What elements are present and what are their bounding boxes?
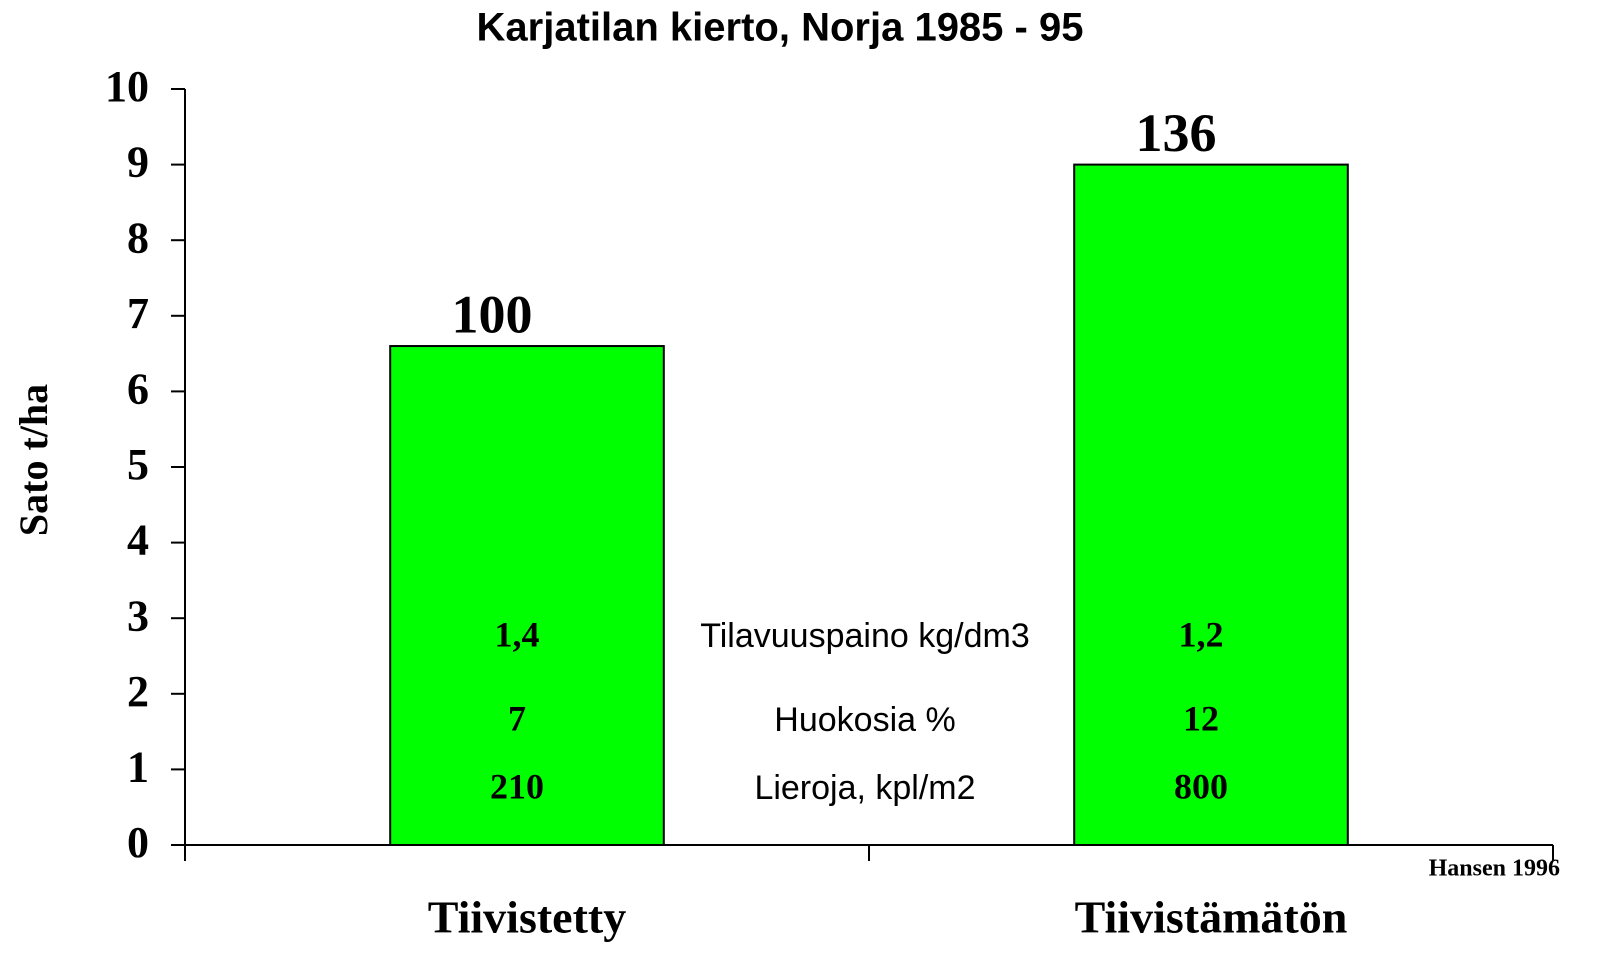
table-value: 800 bbox=[1174, 766, 1228, 806]
y-tick-label: 8 bbox=[127, 213, 149, 262]
y-tick-label: 9 bbox=[127, 138, 149, 187]
y-tick-label: 3 bbox=[127, 591, 149, 640]
y-tick-label: 6 bbox=[127, 364, 149, 413]
table-value: 1,4 bbox=[495, 614, 540, 654]
x-tick-label: Tiivistetty bbox=[428, 892, 626, 943]
table-value: 7 bbox=[508, 698, 526, 738]
y-tick-label: 0 bbox=[127, 818, 149, 867]
chart-title: Karjatilan kierto, Norja 1985 - 95 bbox=[477, 6, 1084, 50]
y-tick-label: 10 bbox=[105, 62, 149, 111]
y-tick-label: 5 bbox=[127, 440, 149, 489]
table-value: 12 bbox=[1183, 698, 1219, 738]
y-tick-label: 2 bbox=[127, 667, 149, 716]
table-label: Huokosia % bbox=[774, 701, 955, 739]
table-value: 210 bbox=[490, 766, 544, 806]
y-axis-label: Sato t/ha bbox=[11, 384, 56, 536]
source: Hansen 1996 bbox=[1429, 856, 1560, 882]
bar-label: 136 bbox=[1136, 103, 1217, 163]
table-value: 1,2 bbox=[1179, 614, 1224, 654]
y-tick-label: 4 bbox=[127, 516, 149, 565]
bar-label: 100 bbox=[452, 284, 533, 344]
bar bbox=[389, 345, 665, 846]
x-tick-label: Tiivistämätön bbox=[1075, 892, 1348, 943]
table-label: Lieroja, kpl/m2 bbox=[754, 769, 975, 807]
y-tick-label: 7 bbox=[127, 289, 149, 338]
bar bbox=[1073, 163, 1349, 847]
table-label: Tilavuuspaino kg/dm3 bbox=[700, 617, 1029, 655]
y-tick-label: 1 bbox=[127, 742, 149, 791]
